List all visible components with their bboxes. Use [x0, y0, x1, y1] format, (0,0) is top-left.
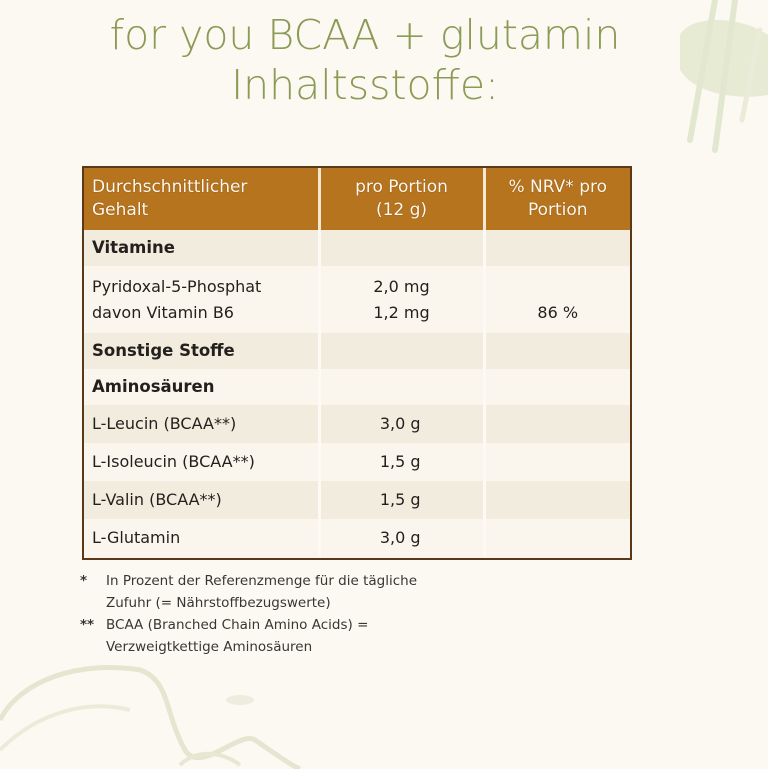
ingredient-name: L-Isoleucin (BCAA**)	[84, 443, 321, 481]
footnote-mark: *	[80, 573, 88, 589]
footnote-nrv: * In Prozent der Referenzmenge für die t…	[80, 570, 540, 614]
title-ingredients-heading: Inhaltsstoffe:	[231, 61, 499, 109]
page-title: for you BCAA + glutamin Inhaltsstoffe:	[0, 10, 730, 110]
table-row-category: Vitamine	[84, 230, 630, 266]
ingredient-amount: 3,0 g	[319, 519, 486, 557]
table-row: L-Valin (BCAA**) 1,5 g	[84, 481, 630, 519]
table-row: L-Isoleucin (BCAA**) 1,5 g	[84, 443, 630, 481]
footnotes: * In Prozent der Referenzmenge für die t…	[80, 570, 540, 658]
ingredient-nrv	[484, 405, 630, 443]
ingredient-amount: 1,5 g	[319, 443, 486, 481]
ingredient-name: L-Glutamin	[84, 519, 321, 557]
footnote-mark: **	[80, 617, 95, 633]
table-row-category: Aminosäuren	[84, 369, 630, 405]
table-row-category: Sonstige Stoffe	[84, 333, 630, 369]
ingredient-name: Pyridoxal-5-Phosphat davon Vitamin B6	[84, 266, 321, 333]
ingredient-amount: 3,0 g	[319, 405, 486, 443]
ingredient-name: L-Leucin (BCAA**)	[84, 405, 321, 443]
category-aminosaeuren: Aminosäuren	[84, 369, 321, 405]
header-per-portion: pro Portion (12 g)	[319, 168, 486, 230]
table-row: L-Glutamin 3,0 g	[84, 519, 630, 557]
ingredient-nrv: 86 %	[484, 266, 630, 333]
table-row: L-Leucin (BCAA**) 3,0 g	[84, 405, 630, 443]
category-sonstige-stoffe: Sonstige Stoffe	[84, 333, 321, 369]
title-product-name: for you BCAA + glutamin	[109, 11, 621, 59]
decorative-swirl-illustration	[0, 664, 302, 769]
table-header-row: Durchschnittlicher Gehalt pro Portion (1…	[84, 168, 630, 230]
nutrition-table: Durchschnittlicher Gehalt pro Portion (1…	[82, 166, 632, 560]
header-average-content: Durchschnittlicher Gehalt	[84, 168, 321, 230]
ingredient-amount: 1,5 g	[319, 481, 486, 519]
footnote-bcaa: ** BCAA (Branched Chain Amino Acids) = V…	[80, 614, 540, 658]
header-nrv-percent: % NRV* pro Portion	[484, 168, 630, 230]
ingredient-name: L-Valin (BCAA**)	[84, 481, 321, 519]
ingredient-nrv	[484, 481, 630, 519]
table-row: Pyridoxal-5-Phosphat davon Vitamin B6 2,…	[84, 266, 630, 333]
ingredient-nrv	[484, 519, 630, 557]
ingredient-nrv	[484, 443, 630, 481]
ingredient-amount: 2,0 mg 1,2 mg	[319, 266, 486, 333]
category-vitamine: Vitamine	[84, 230, 321, 266]
